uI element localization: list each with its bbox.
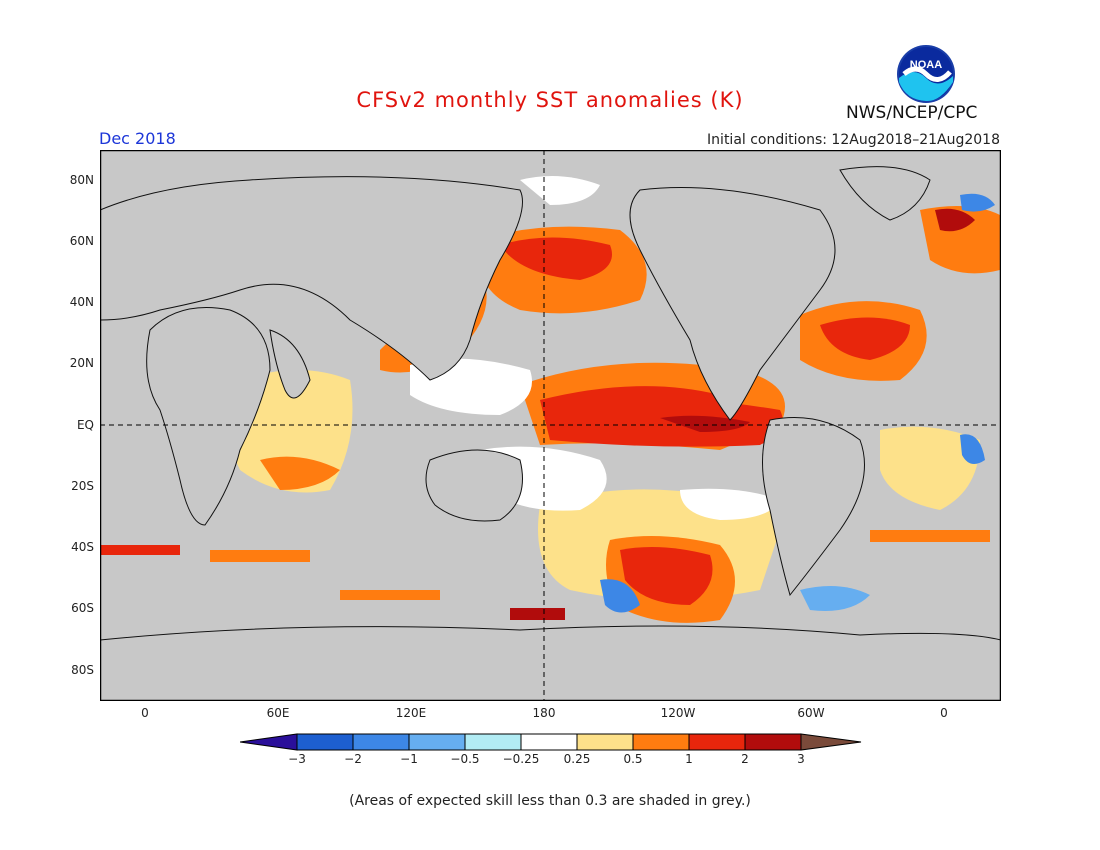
noaa-logo: NOAA <box>897 45 955 103</box>
colorbar-label: −0.25 <box>502 752 540 766</box>
sst-anomaly-map <box>100 150 1001 701</box>
lat-label: 20N <box>69 356 94 370</box>
colorbar-label: −0.5 <box>450 752 480 766</box>
colorbar-label: 1 <box>685 752 693 766</box>
lat-label: 20S <box>71 479 94 493</box>
colorbar-label: 3 <box>797 752 805 766</box>
lon-label: 120W <box>660 706 696 720</box>
colorbar <box>240 733 862 751</box>
skill-note: (Areas of expected skill less than 0.3 a… <box>349 793 751 809</box>
lon-label: 120E <box>395 706 427 720</box>
colorbar-label: −2 <box>344 752 362 766</box>
lat-label: 40S <box>71 540 94 554</box>
colorbar-label: −1 <box>400 752 418 766</box>
lat-label: 40N <box>69 295 94 309</box>
lon-label: 60W <box>797 706 825 720</box>
lon-label: 0 <box>940 706 948 720</box>
lat-label: 60S <box>71 601 94 615</box>
colorbar-label: 0.5 <box>623 752 643 766</box>
colorbar-label: 0.25 <box>563 752 591 766</box>
lon-label: 180 <box>532 706 556 720</box>
svg-text:NOAA: NOAA <box>910 59 942 71</box>
coastlines <box>100 166 1001 701</box>
lat-label: 80S <box>71 663 94 677</box>
forecast-month: Dec 2018 <box>99 129 176 148</box>
org-label: NWS/NCEP/CPC <box>846 103 978 123</box>
lat-label: EQ <box>76 418 94 432</box>
lat-label: 60N <box>69 234 94 248</box>
lon-label: 0 <box>141 706 149 720</box>
chart-title: CFSv2 monthly SST anomalies (K) <box>356 88 744 112</box>
initial-conditions: Initial conditions: 12Aug2018–21Aug2018 <box>707 132 1000 148</box>
colorbar-label: 2 <box>741 752 749 766</box>
colorbar-label: −3 <box>288 752 306 766</box>
lon-label: 60E <box>266 706 290 720</box>
lat-label: 80N <box>69 173 94 187</box>
